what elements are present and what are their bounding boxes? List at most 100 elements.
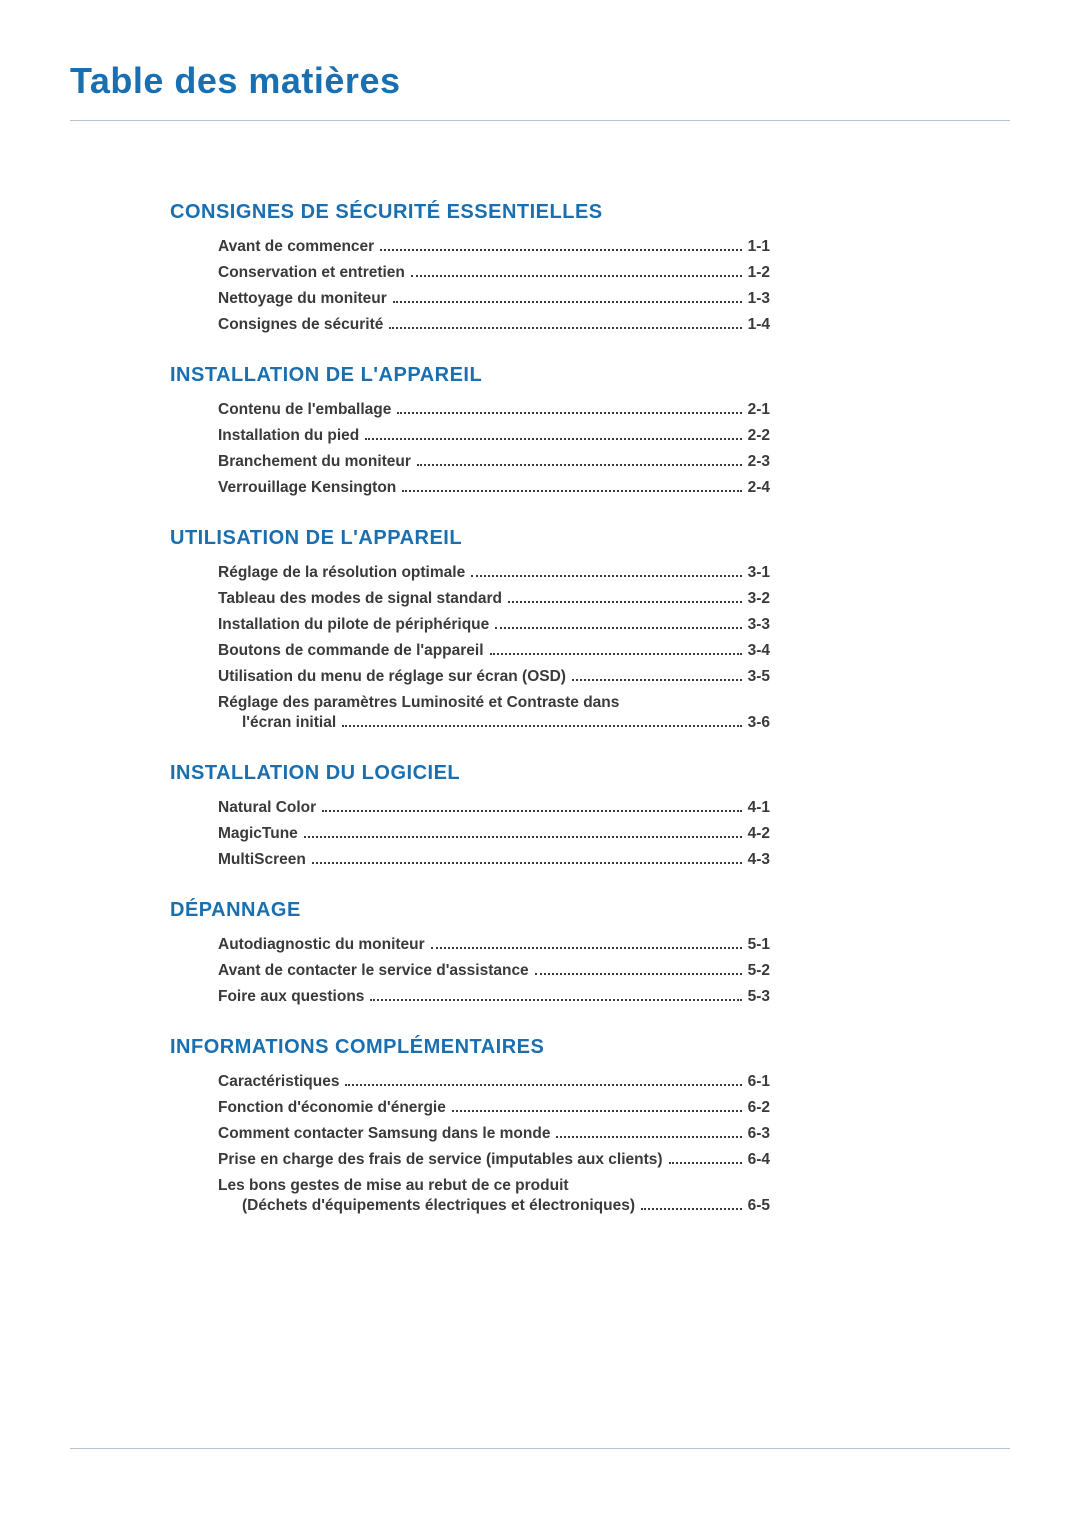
toc-leader [312, 861, 742, 864]
toc-entry-label: Conservation et entretien [218, 264, 405, 282]
toc-entry: Installation du pilote de périphérique 3-… [170, 616, 770, 634]
title-rule [70, 120, 1010, 121]
toc-entry-page: 5-2 [748, 962, 770, 980]
toc-entry-label: Branchement du moniteur [218, 453, 411, 471]
toc-entry: Fonction d'économie d'énergie 6-2 [170, 1099, 770, 1117]
toc-entry-page: 5-3 [748, 988, 770, 1006]
toc-leader [370, 998, 741, 1001]
toc-entry: Nettoyage du moniteur 1-3 [170, 290, 770, 308]
toc-entry-page: 5-1 [748, 936, 770, 954]
toc-leader [431, 946, 742, 949]
section-heading: INSTALLATION DU LOGICIEL [170, 762, 770, 785]
toc-leader [669, 1161, 742, 1164]
toc-entry-page: 6-3 [748, 1125, 770, 1143]
toc-entry-page: 1-1 [748, 238, 770, 256]
toc-entry: Avant de commencer 1-1 [170, 238, 770, 256]
toc-leader [397, 411, 741, 414]
toc-entry-page: 3-1 [748, 564, 770, 582]
toc-leader [402, 489, 741, 492]
toc-entry-page: 4-2 [748, 825, 770, 843]
toc-entry-page: 6-2 [748, 1099, 770, 1117]
toc-entry-label: Autodiagnostic du moniteur [218, 936, 425, 954]
toc-entry: Branchement du moniteur2-3 [170, 453, 770, 471]
toc-entry-page: 3-4 [748, 642, 770, 660]
toc-leader [342, 724, 741, 727]
toc-entry-label: (Déchets d'équipements électriques et él… [242, 1197, 635, 1215]
toc-entry-page: 3-5 [748, 668, 770, 686]
toc-entry-page: 1-2 [748, 264, 770, 282]
toc-entry-page: 2-1 [748, 401, 770, 419]
toc-entry: Autodiagnostic du moniteur 5-1 [170, 936, 770, 954]
toc-entry: Réglage des paramètres Luminosité et Con… [170, 694, 770, 712]
toc-leader [535, 972, 742, 975]
section-heading: INFORMATIONS COMPLÉMENTAIRES [170, 1036, 770, 1059]
toc-leader [495, 626, 741, 629]
toc-entry-page: 2-4 [748, 479, 770, 497]
toc-entry-page: 1-3 [748, 290, 770, 308]
toc-entry: Prise en charge des frais de service (im… [170, 1151, 770, 1169]
toc-entry-page: 1-4 [748, 316, 770, 334]
toc-entry-label: Caractéristiques [218, 1073, 339, 1091]
table-of-contents: CONSIGNES DE SÉCURITÉ ESSENTIELLES Avant … [170, 201, 770, 1215]
toc-leader [490, 652, 742, 655]
toc-entry-label: MagicTune [218, 825, 298, 843]
toc-leader [452, 1109, 742, 1112]
toc-entry-label: Avant de commencer [218, 238, 374, 256]
toc-leader [393, 300, 742, 303]
toc-entry-label: Boutons de commande de l'appareil [218, 642, 484, 660]
toc-entry-page: 6-4 [748, 1151, 770, 1169]
toc-entry-page: 4-1 [748, 799, 770, 817]
toc-leader [380, 248, 741, 251]
toc-leader [572, 678, 742, 681]
toc-leader [411, 274, 742, 277]
toc-leader [365, 437, 741, 440]
toc-entry-label: Fonction d'économie d'énergie [218, 1099, 446, 1117]
toc-entry: Réglage de la résolution optimale 3-1 [170, 564, 770, 582]
toc-leader [389, 326, 741, 329]
toc-entry-label: Comment contacter Samsung dans le monde [218, 1125, 550, 1143]
toc-entry: Consignes de sécurité 1-4 [170, 316, 770, 334]
toc-entry: Conservation et entretien 1-2 [170, 264, 770, 282]
toc-entry-page: 4-3 [748, 851, 770, 869]
section-heading: INSTALLATION DE L'APPAREIL [170, 364, 770, 387]
toc-leader [304, 835, 742, 838]
toc-leader [417, 463, 742, 466]
toc-entry-page: 6-5 [748, 1197, 770, 1215]
toc-entry: Foire aux questions 5-3 [170, 988, 770, 1006]
toc-entry-label: Utilisation du menu de réglage sur écran… [218, 668, 566, 686]
toc-entry-label: Verrouillage Kensington [218, 479, 396, 497]
toc-leader [345, 1083, 741, 1086]
toc-entry-label: Tableau des modes de signal standard [218, 590, 502, 608]
toc-entry: Utilisation du menu de réglage sur écran… [170, 668, 770, 686]
toc-entry: Verrouillage Kensington 2-4 [170, 479, 770, 497]
toc-entry-continuation: l'écran initial3-6 [170, 714, 770, 732]
toc-entry-page: 6-1 [748, 1073, 770, 1091]
toc-leader [508, 600, 742, 603]
toc-entry-label: Foire aux questions [218, 988, 364, 1006]
toc-entry-continuation: (Déchets d'équipements électriques et él… [170, 1197, 770, 1215]
toc-entry: Natural Color4-1 [170, 799, 770, 817]
toc-entry-label: Consignes de sécurité [218, 316, 383, 334]
toc-entry-label: Les bons gestes de mise au rebut de ce p… [218, 1177, 569, 1195]
page: Table des matières CONSIGNES DE SÉCURITÉ… [0, 0, 1080, 1527]
toc-entry-page: 2-2 [748, 427, 770, 445]
toc-entry: MultiScreen 4-3 [170, 851, 770, 869]
toc-entry: Avant de contacter le service d'assistan… [170, 962, 770, 980]
toc-entry: MagicTune 4-2 [170, 825, 770, 843]
toc-entry-page: 3-3 [748, 616, 770, 634]
toc-leader [471, 574, 741, 577]
toc-entry-label: Installation du pilote de périphérique [218, 616, 489, 634]
toc-entry: Caractéristiques 6-1 [170, 1073, 770, 1091]
toc-entry: Tableau des modes de signal standard3-2 [170, 590, 770, 608]
toc-entry-page: 3-6 [748, 714, 770, 732]
toc-entry-label: Réglage de la résolution optimale [218, 564, 465, 582]
toc-entry-label: MultiScreen [218, 851, 306, 869]
toc-entry-label: Contenu de l'emballage [218, 401, 391, 419]
page-title: Table des matières [70, 60, 1010, 102]
footer-rule [70, 1448, 1010, 1449]
section-heading: UTILISATION DE L'APPAREIL [170, 527, 770, 550]
toc-entry: Les bons gestes de mise au rebut de ce p… [170, 1177, 770, 1195]
toc-entry-label: Nettoyage du moniteur [218, 290, 387, 308]
toc-entry: Comment contacter Samsung dans le monde 6… [170, 1125, 770, 1143]
section-heading: CONSIGNES DE SÉCURITÉ ESSENTIELLES [170, 201, 770, 224]
